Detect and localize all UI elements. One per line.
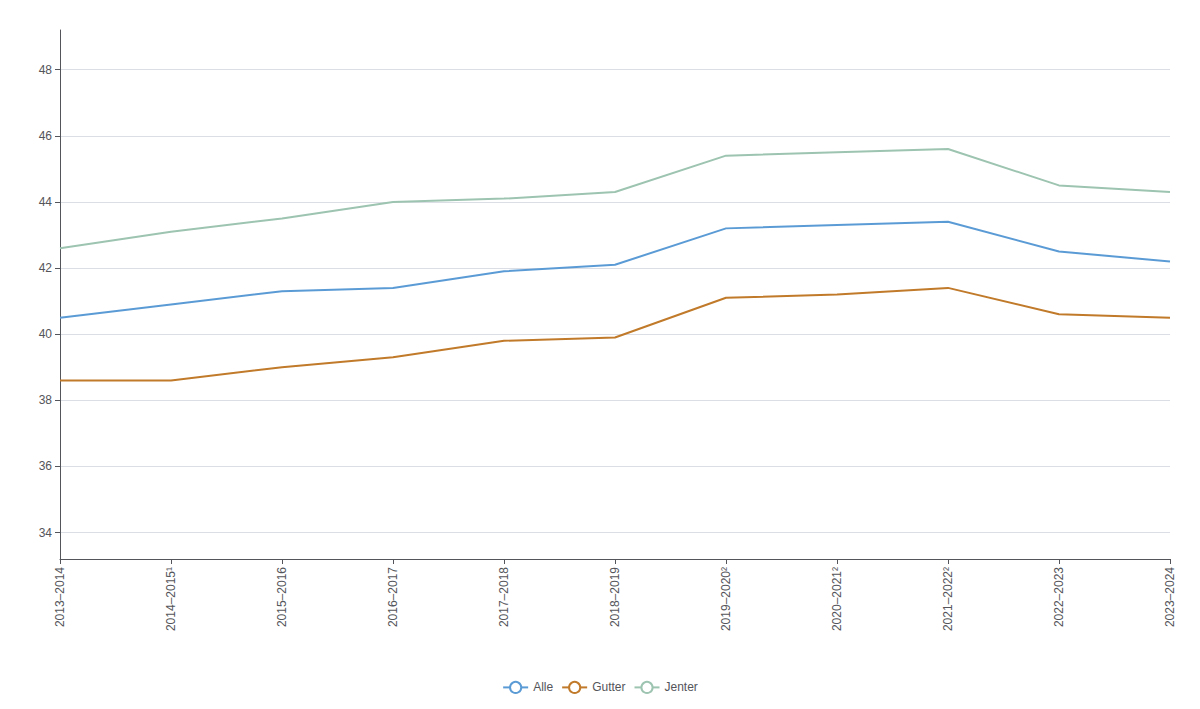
svg-text:2014–2015¹: 2014–2015¹: [164, 567, 178, 631]
svg-text:46: 46: [39, 129, 53, 143]
svg-text:2017–2018: 2017–2018: [497, 567, 511, 627]
svg-text:2016–2017: 2016–2017: [386, 567, 400, 627]
svg-text:34: 34: [39, 526, 53, 540]
svg-text:2013–2014: 2013–2014: [53, 567, 67, 627]
svg-text:2019–2020²: 2019–2020²: [719, 567, 733, 631]
svg-text:Gutter: Gutter: [592, 680, 625, 694]
svg-text:2021–2022²: 2021–2022²: [941, 567, 955, 631]
svg-text:2020–2021²: 2020–2021²: [830, 567, 844, 631]
svg-text:40: 40: [39, 327, 53, 341]
svg-text:Alle: Alle: [533, 680, 553, 694]
svg-text:2018–2019: 2018–2019: [608, 567, 622, 627]
svg-text:38: 38: [39, 393, 53, 407]
svg-text:48: 48: [39, 63, 53, 77]
svg-text:2015–2016: 2015–2016: [275, 567, 289, 627]
svg-text:36: 36: [39, 459, 53, 473]
svg-text:42: 42: [39, 261, 53, 275]
svg-text:2022–2023: 2022–2023: [1052, 567, 1066, 627]
svg-text:44: 44: [39, 195, 53, 209]
svg-text:2023–2024: 2023–2024: [1163, 567, 1177, 627]
svg-text:Jenter: Jenter: [665, 680, 698, 694]
